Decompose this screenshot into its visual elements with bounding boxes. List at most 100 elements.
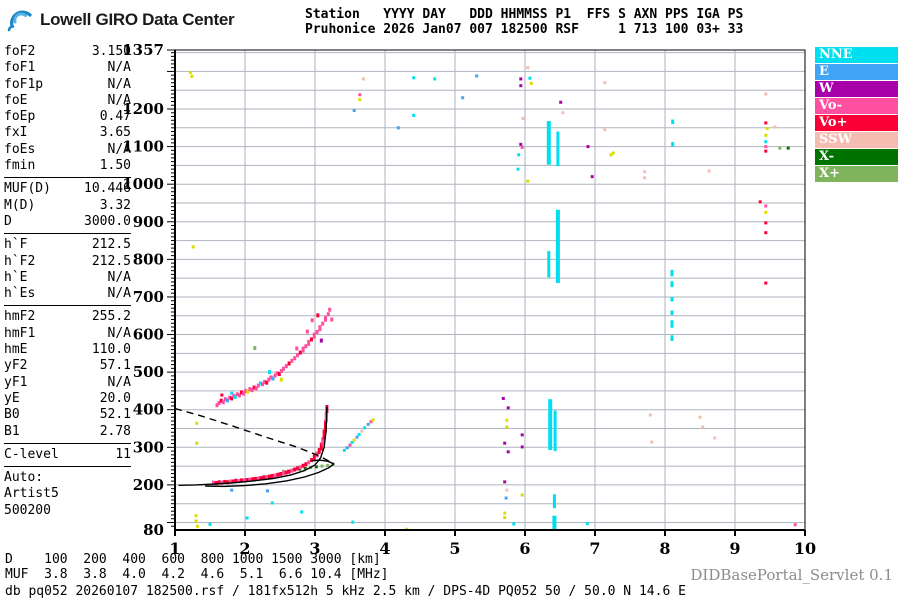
legend-item-ssw: SSW [815,132,898,148]
parameter-label: C-level [4,446,59,462]
parameter-label: yF1 [4,374,28,390]
echo-legend: NNE E W Vo- Vo+ SSW X- X+ [815,47,898,183]
parameter-value: N/A [107,60,131,76]
svg-text:1000: 1000 [122,175,164,193]
svg-text:80: 80 [143,521,164,539]
legend-item-voplus: Vo+ [815,115,898,131]
svg-text:9: 9 [729,539,740,558]
plot-gridlines [175,50,805,530]
measurement-status-line: db pq052 20260107 182500.rsf / 181fx512h… [5,584,686,599]
svg-text:1200: 1200 [122,100,164,118]
parameter-value: N/A [107,92,131,108]
parameter-value: 11 [115,446,131,462]
parameter-label: foF2 [4,44,36,59]
parameter-row: foEp 0.47 [4,109,131,125]
svg-text:1357: 1357 [122,41,164,59]
parameter-group: MUF(D) 10.446 M(D) 3.32 D 3000.0 [4,181,131,235]
autoscaling-info-line: 500200 [4,502,51,518]
parameter-row: B1 2.78 [4,424,131,440]
parameter-label: fmin [4,158,36,174]
parameter-label: B0 [4,407,20,423]
parameter-row: hmF1 N/A [4,326,131,342]
svg-text:5: 5 [449,539,460,558]
f-layer-trace [212,404,329,486]
legend-item-nne: NNE [815,47,898,63]
svg-text:300: 300 [133,438,164,456]
profile-curves [174,406,335,488]
autoscaling-info-line: Artist5 [4,486,59,502]
parameter-row: h`F 212.5 [4,237,131,253]
parameter-row: foF1p N/A [4,77,131,93]
parameter-row: fmin 1.50 [4,158,131,174]
legend-item-w: W [815,81,898,97]
rfi-interference-bars [546,119,675,530]
parameter-row: MUF(D) 10.446 [4,181,131,197]
parameter-value: 3.32 [99,197,131,213]
parameter-label: hmF2 [4,309,36,325]
svg-text:500: 500 [133,363,164,381]
parameter-value: 20.0 [99,390,131,406]
parameter-label: foF1p [4,76,44,92]
parameter-row: foE N/A [4,93,131,109]
plot-axes [167,49,806,536]
parameter-value: N/A [107,374,131,390]
svg-text:10: 10 [794,539,816,558]
parameter-label: h`F [4,237,28,253]
parameter-value: 0.47 [99,109,131,125]
parameter-row: h`E N/A [4,270,131,286]
parameter-value: 255.2 [91,309,131,325]
noise-echo-points [188,66,797,531]
distance-row: D 100 200 400 600 800 1000 1500 3000 [km… [5,552,381,567]
parameter-value: 57.1 [99,358,131,374]
svg-text:700: 700 [133,288,164,306]
legend-item-e: E [815,64,898,80]
parameter-value: N/A [107,325,131,341]
parameter-value: 3.150 [91,44,131,59]
parameter-label: MUF(D) [4,181,51,197]
parameter-label: h`Es [4,286,36,302]
parameter-row: yE 20.0 [4,391,131,407]
legend-item-vominus: Vo- [815,98,898,114]
parameter-row: foF1 N/A [4,60,131,76]
svg-text:200: 200 [133,476,164,494]
parameter-label: D [4,213,12,229]
parameter-row: foEs N/A [4,142,131,158]
parameter-row: M(D) 3.32 [4,198,131,214]
svg-text:4: 4 [379,539,390,558]
legend-item-xplus: X+ [815,166,898,182]
tip-scatter-points [342,418,375,452]
svg-text:2: 2 [239,539,250,558]
parameter-value: 212.5 [91,253,131,269]
parameter-group: foF2 3.150 foF1 N/A foF1p N/A foE N/A foEp 0.47 fx… [4,44,131,179]
second-hop-trace [215,307,334,408]
parameter-value: 212.5 [91,237,131,253]
parameter-row: h`F2 212.5 [4,254,131,270]
svg-text:600: 600 [133,326,164,344]
parameter-label: yF2 [4,358,28,374]
parameter-value: N/A [107,76,131,92]
parameter-label: h`E [4,269,28,285]
parameter-value: N/A [107,269,131,285]
parameter-label: foEs [4,141,36,157]
parameter-value: 3000.0 [84,213,131,229]
svg-text:1100: 1100 [122,138,164,156]
parameter-group: h`F 212.5 h`F2 212.5 h`E N/A h`Es N/A [4,237,131,307]
station-header-line2: Pruhonice 2026 Jan07 007 182500 RSF 1 71… [305,22,744,37]
station-header-line1: Station YYYY DAY DDD HHMMSS P1 FFS S AXN… [305,7,744,22]
parameter-label: fxI [4,125,28,141]
parameter-panel: foF2 3.150 foF1 N/A foF1p N/A foE N/A foEp 0.47 fx… [4,44,131,519]
svg-text:900: 900 [133,213,164,231]
parameter-row: yF2 57.1 [4,358,131,374]
parameter-label: M(D) [4,197,36,213]
logo-title: Lowell GIRO Data Center [40,10,235,29]
legend-item-xminus: X- [815,149,898,165]
svg-text:8: 8 [659,539,670,558]
autoscaling-info-line: Auto: [4,470,44,486]
parameter-row: foF2 3.150 [4,44,131,60]
axis-tick-labels: 1357120011001000900800700600500400300200… [122,41,816,558]
parameter-value: N/A [107,286,131,302]
svg-text:1: 1 [169,539,180,558]
parameter-value: 110.0 [91,342,131,358]
svg-text:3: 3 [309,539,320,558]
